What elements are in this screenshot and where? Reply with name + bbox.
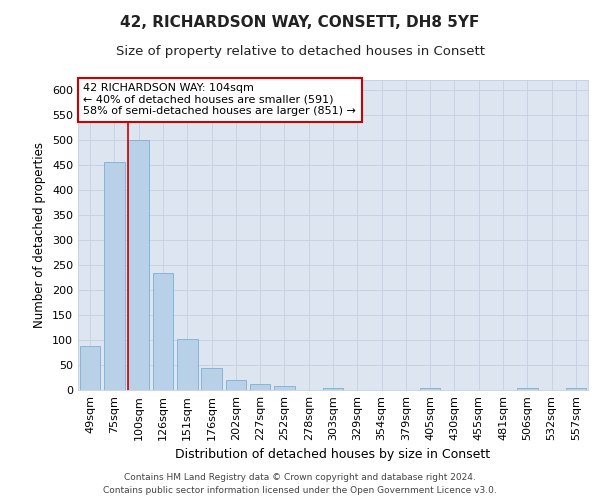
Bar [420,388,440,390]
Bar [128,140,149,390]
Bar [274,386,295,390]
Bar [177,338,197,390]
Bar [201,368,222,390]
Bar [226,380,246,390]
Bar [566,388,586,390]
Y-axis label: Number of detached properties: Number of detached properties [34,142,46,328]
Text: Size of property relative to detached houses in Consett: Size of property relative to detached ho… [115,45,485,58]
Text: 42 RICHARDSON WAY: 104sqm
← 40% of detached houses are smaller (591)
58% of semi: 42 RICHARDSON WAY: 104sqm ← 40% of detac… [83,83,356,116]
Bar [80,346,100,390]
Bar [152,272,173,390]
Bar [104,162,125,390]
X-axis label: Distribution of detached houses by size in Consett: Distribution of detached houses by size … [175,448,491,462]
Bar [250,384,271,390]
Text: 42, RICHARDSON WAY, CONSETT, DH8 5YF: 42, RICHARDSON WAY, CONSETT, DH8 5YF [121,15,479,30]
Bar [517,388,538,390]
Bar [323,388,343,390]
Text: Contains public sector information licensed under the Open Government Licence v3: Contains public sector information licen… [103,486,497,495]
Text: Contains HM Land Registry data © Crown copyright and database right 2024.: Contains HM Land Registry data © Crown c… [124,474,476,482]
